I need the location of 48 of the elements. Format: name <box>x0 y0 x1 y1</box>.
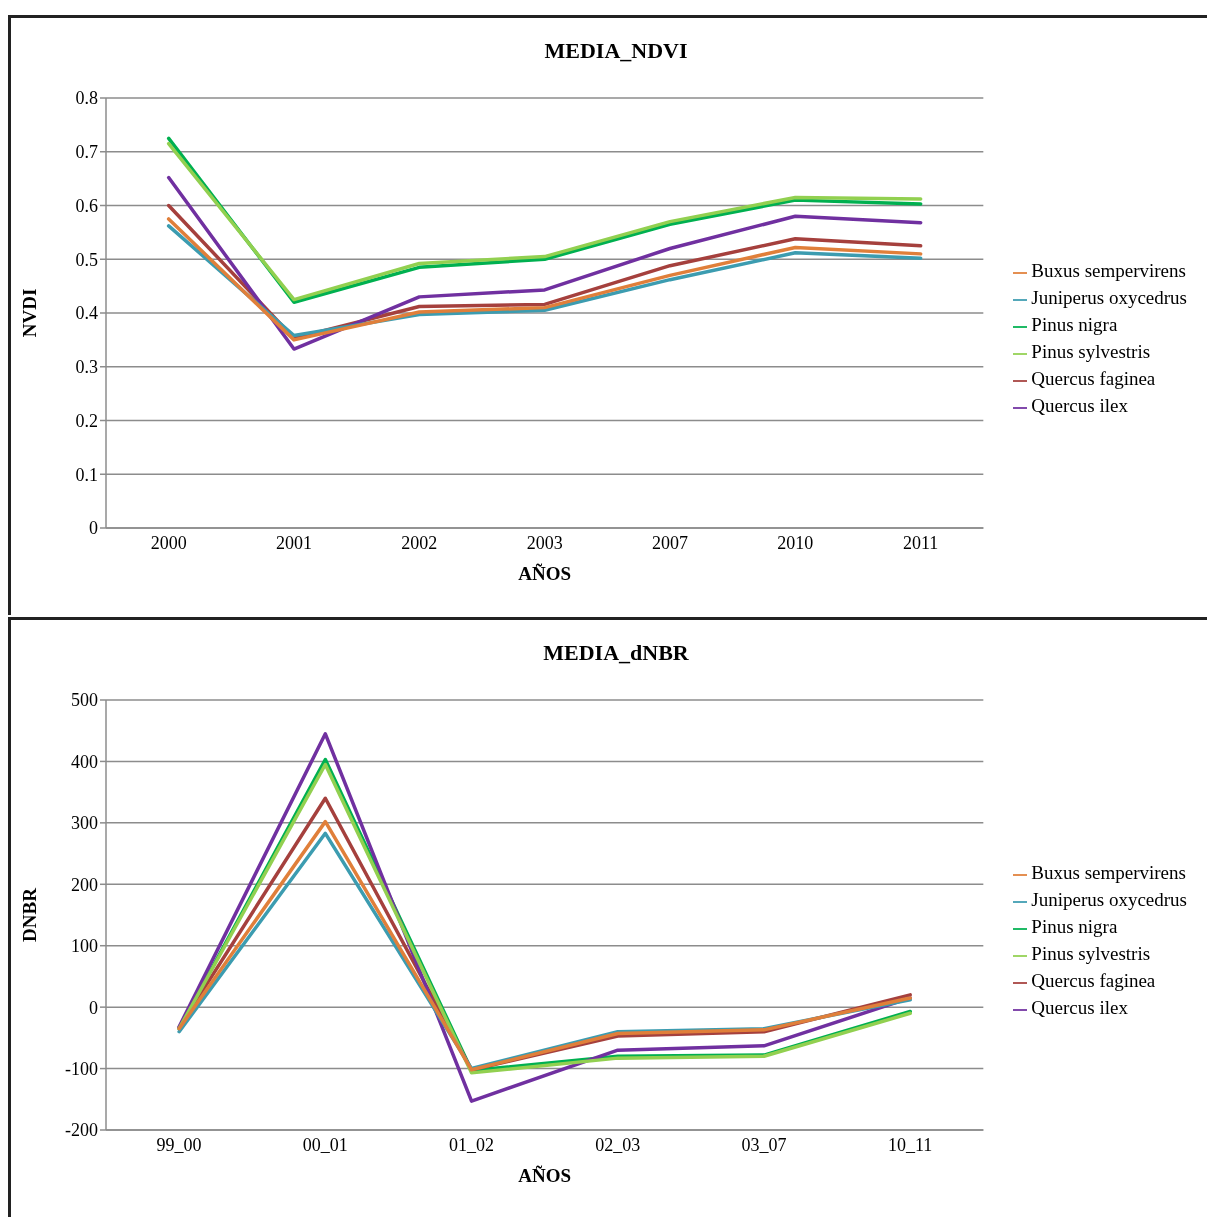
legend-label: Pinus nigra <box>1031 314 1118 335</box>
x-tick-label: 2001 <box>276 532 312 553</box>
y-tick-label: 0.2 <box>75 410 98 431</box>
x-tick-label: 2011 <box>902 532 939 553</box>
y-tick-label: 0 <box>89 997 98 1018</box>
legend-label: Buxus sempervirens <box>1031 260 1186 281</box>
x-tick-label: 00_01 <box>302 1134 348 1155</box>
x-tick-label: 10_11 <box>888 1134 933 1155</box>
chart-title: MEDIA_NDVI <box>543 38 689 64</box>
x-axis-title: AÑOS <box>518 563 572 584</box>
y-tick-label: 0.5 <box>75 249 98 270</box>
x-tick-label: 2002 <box>401 532 438 553</box>
y-tick-label: -200 <box>65 1120 98 1141</box>
legend-label: Juniperus oxycedrus <box>1031 287 1187 308</box>
x-tick-label: 2010 <box>777 532 814 553</box>
x-tick-label: 02_03 <box>595 1134 641 1155</box>
chart-title: MEDIA_dNBR <box>542 640 690 666</box>
y-tick-label: -100 <box>65 1058 98 1079</box>
legend-label: Pinus sylvestris <box>1031 341 1151 362</box>
y-tick-label: 0.6 <box>75 195 98 216</box>
x-tick-label: 2000 <box>150 532 187 553</box>
y-tick-label: 0.1 <box>75 464 98 485</box>
x-tick-label: 03_07 <box>741 1134 787 1155</box>
y-tick-label: 0.3 <box>75 357 98 378</box>
y-tick-label: 0.4 <box>75 303 98 324</box>
y-tick-label: 0 <box>89 518 98 539</box>
y-tick-label: 500 <box>71 690 98 711</box>
legend-label: Buxus sempervirens <box>1031 862 1186 883</box>
y-tick-label: 200 <box>71 874 98 895</box>
legend-label: Pinus sylvestris <box>1031 943 1151 964</box>
x-tick-label: 01_02 <box>449 1134 495 1155</box>
y-axis-title: DNBR <box>18 887 40 942</box>
legend-label: Juniperus oxycedrus <box>1031 889 1187 910</box>
y-tick-label: 100 <box>71 936 98 957</box>
x-tick-label: 2003 <box>526 532 563 553</box>
legend-label: Quercus ilex <box>1031 395 1128 416</box>
y-tick-label: 300 <box>71 813 98 834</box>
legend-label: Quercus ilex <box>1031 997 1128 1018</box>
x-tick-label: 99_00 <box>156 1134 202 1155</box>
x-axis-title: AÑOS <box>518 1165 572 1186</box>
legend-label: Pinus nigra <box>1031 916 1118 937</box>
y-tick-label: 0.7 <box>75 142 98 163</box>
x-tick-label: 2007 <box>652 532 688 553</box>
legend-label: Quercus faginea <box>1031 368 1156 389</box>
y-tick-label: 400 <box>71 751 98 772</box>
y-axis-title: NVDI <box>18 288 40 338</box>
y-tick-label: 0.8 <box>75 88 98 109</box>
legend-label: Quercus faginea <box>1031 970 1156 991</box>
